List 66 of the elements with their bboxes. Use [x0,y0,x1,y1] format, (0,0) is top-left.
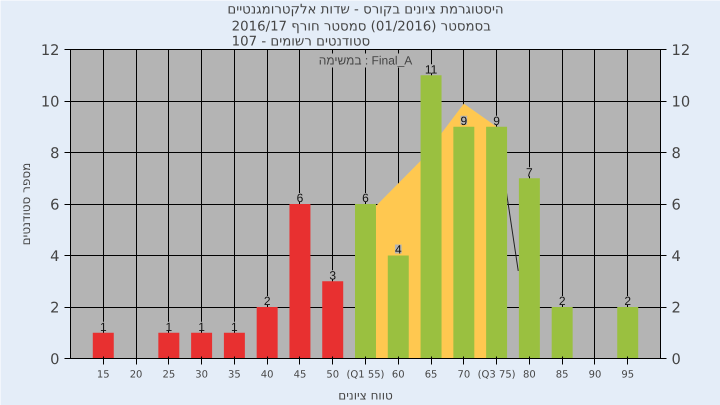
data-label: 11 [424,62,438,76]
x-tick-label: 30 [195,370,208,380]
bar [92,332,114,358]
x-tick-label: 15 [96,370,110,380]
x-tick-label: 35 [228,370,241,380]
data-label: 9 [493,114,500,128]
y2-tick-label: 0 [672,351,681,368]
x-tick-label: 70 [457,370,470,380]
bar [453,126,474,358]
x-axis-title: טווח ציונים [338,388,393,402]
y2-tick-label: 10 [672,94,690,110]
x-tick-label: 25 [162,370,176,380]
bar [552,307,573,358]
bar [486,126,508,358]
bar [518,178,540,358]
y2-tick-label: 2 [672,300,681,316]
bar [224,332,245,358]
chart-subtitle: בסמסטר (01/2016) סמסטר חורף 2016/17 סטודנטים רשומים - 107 [232,20,492,50]
annotation: במשימה : Final_A [318,54,412,68]
x-tick-label: (Q3 75) [478,370,516,380]
bar [289,204,310,358]
x-tick-label: 40 [260,370,274,380]
data-label: 2 [558,294,566,308]
chart-title: היסטוגרמת ציונים בקורס - שדות אלקטרומגנטיים [227,2,504,18]
bar [256,307,278,358]
data-label: 2 [264,294,271,308]
y-axis-title: מספר סטודנטים [18,162,33,246]
bar [388,256,409,358]
data-label: 4 [394,242,402,256]
x-tick-label: 45 [294,370,306,380]
y-tick-label: 4 [50,248,60,265]
y2-tick-label: 6 [672,196,681,214]
data-label: 6 [362,191,370,205]
y-tick-label: 2 [50,300,60,316]
y2-tick-label: 4 [672,248,681,265]
data-label: 3 [329,268,336,282]
y-tick-label: 12 [40,42,60,59]
x-tick-label: 90 [588,370,602,380]
x-tick-label: 20 [130,370,142,380]
y-tick-label: 6 [50,196,60,214]
data-label: 6 [296,191,304,205]
y-tick-label: 8 [50,145,60,162]
bar [158,332,180,358]
x-tick-label: 65 [424,370,438,380]
data-label: 2 [624,294,632,308]
y2-tick-label: 8 [672,145,681,162]
bar [420,75,442,358]
x-tick-label: 50 [326,370,340,380]
bar [355,204,376,358]
bar [322,281,344,358]
bar [191,332,212,358]
data-label: 7 [526,165,534,180]
data-label: 9 [460,114,468,128]
data-label: 1 [100,320,107,334]
y2-tick-label: 12 [672,42,690,59]
x-tick-label: 95 [621,370,634,380]
data-label: 1 [198,320,206,334]
x-tick-label: 60 [392,370,405,380]
x-tick-label: 80 [523,370,536,380]
y-tick-label: 0 [50,351,60,368]
data-label: 1 [165,320,172,334]
y-tick-label: 10 [40,94,60,110]
bar [617,307,638,358]
data-label: 1 [231,320,238,334]
x-tick-label: 85 [556,370,569,380]
x-tick-label: (Q1 55) [346,370,385,380]
